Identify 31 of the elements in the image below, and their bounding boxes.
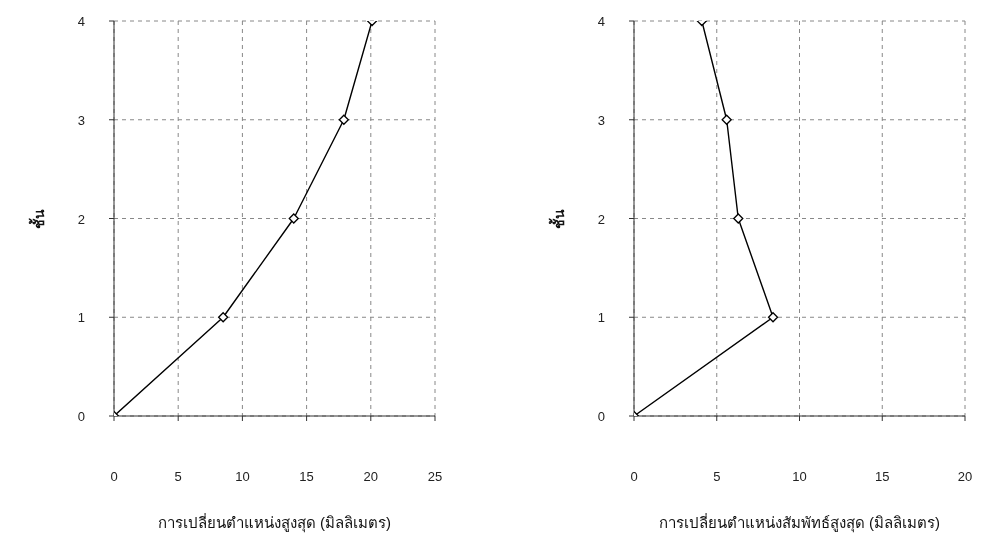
y-tick-label: 0 xyxy=(597,409,605,424)
x-tick-label: 25 xyxy=(427,469,443,484)
point xyxy=(288,213,299,224)
x-tick-label: 5 xyxy=(174,469,182,484)
x-tick-label: 10 xyxy=(235,469,250,484)
point xyxy=(338,114,349,125)
x-axis-title: การเปลี่ยนตำแหน่งสูงสุด (มิลลิเมตร) xyxy=(157,512,392,533)
x-tick-label: 15 xyxy=(299,469,314,484)
x-tick-label: 20 xyxy=(363,469,379,484)
y-tick-label: 2 xyxy=(597,211,605,227)
x-tick-label: 20 xyxy=(957,469,973,484)
point xyxy=(721,114,732,125)
x-tick-label: 0 xyxy=(630,469,638,484)
x-tick-label: 15 xyxy=(875,469,890,484)
y-tick-label: 3 xyxy=(77,112,85,128)
y-tick-label: 4 xyxy=(597,14,605,29)
x-tick-label: 5 xyxy=(713,469,721,484)
y-tick-label: 3 xyxy=(597,112,605,128)
point xyxy=(733,213,744,224)
point xyxy=(767,312,779,323)
y-tick-label: 1 xyxy=(77,310,85,326)
y-tick-label: 1 xyxy=(597,310,605,326)
x-axis-title: การเปลี่ยนตำแหน่งสัมพัทธ์สูงสุด (มิลลิเมตร) xyxy=(658,512,941,533)
y-tick-label: 0 xyxy=(77,409,85,424)
x-tick-label: 0 xyxy=(110,469,118,484)
y-tick-label: 4 xyxy=(77,14,85,29)
y-tick-label: 2 xyxy=(77,211,85,227)
y-axis-title: ชั้น xyxy=(548,208,567,229)
point xyxy=(217,312,229,323)
x-tick-label: 10 xyxy=(792,469,807,484)
y-axis-title: ชั้น xyxy=(28,208,47,229)
